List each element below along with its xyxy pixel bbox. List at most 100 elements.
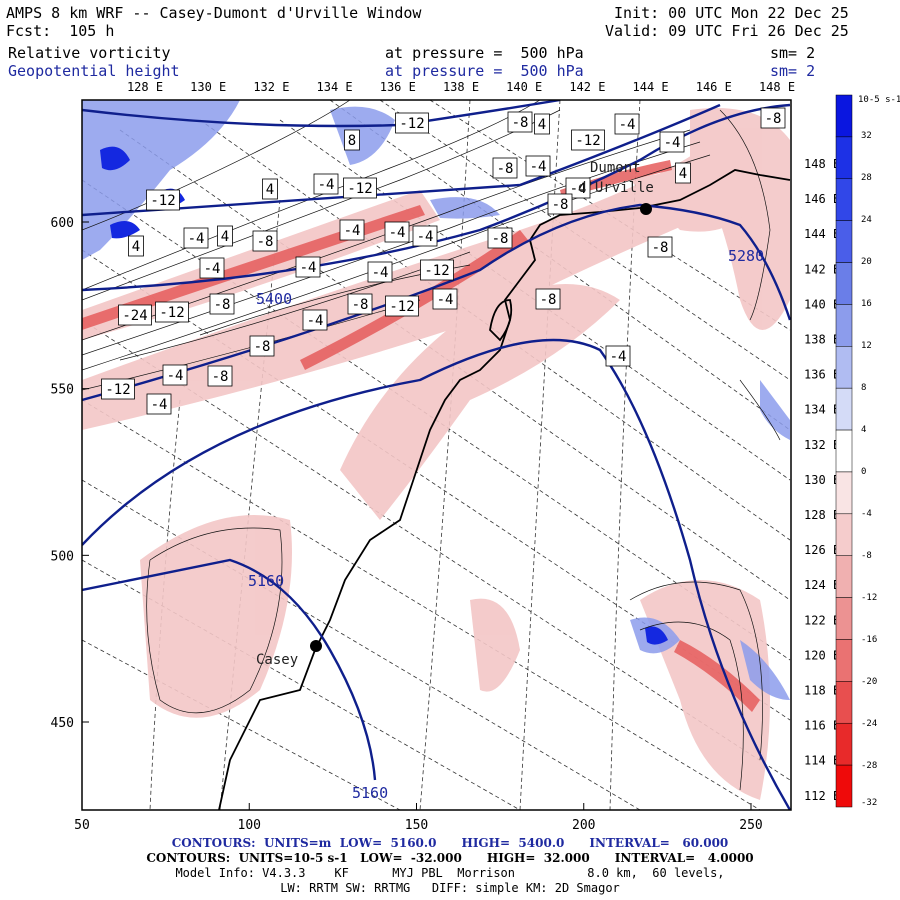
vorticity-label-box	[605, 345, 631, 367]
right-lon-label: 136 E	[804, 368, 840, 382]
y-tick-label: 550	[51, 383, 74, 398]
right-lon-label: 130 E	[804, 473, 840, 487]
vorticity-label: -4	[437, 292, 454, 308]
colorbar-swatch	[835, 94, 853, 138]
colorbar-swatch	[835, 387, 853, 431]
height-label: 5160	[248, 572, 284, 590]
top-lon-label: 142 E	[569, 80, 605, 94]
colorbar-swatch	[835, 555, 853, 598]
vorticity-label-box	[412, 225, 438, 247]
colorbar-label: 12	[861, 341, 872, 351]
vorticity-label-box	[535, 288, 561, 310]
vorticity-label-box	[302, 309, 328, 331]
vorticity-label: 4	[132, 239, 140, 255]
valid-time: Valid: 09 UTC Fri 26 Dec 25	[605, 22, 849, 40]
right-lon-label: 112 E	[804, 789, 840, 803]
vorticity-label: -12	[575, 133, 600, 149]
right-lon-label: 120 E	[804, 648, 840, 662]
x-tick-label: 250	[739, 818, 762, 833]
vorticity-label-box	[343, 177, 377, 199]
vorticity-label: -4	[204, 261, 221, 277]
vorticity-label-box	[146, 393, 172, 415]
y-tick-label: 600	[51, 216, 74, 231]
vorticity-label: -12	[150, 193, 175, 209]
x-tick-label: 150	[405, 818, 428, 833]
y-tick-label: 500	[51, 549, 74, 564]
right-lon-label: 116 E	[804, 719, 840, 733]
vorticity-label-box	[367, 261, 393, 283]
vorticity-label-box	[118, 304, 152, 326]
colorbar-swatch	[835, 136, 853, 180]
top-lon-label: 138 E	[443, 80, 479, 94]
vorticity-label-box	[313, 173, 339, 195]
vorticity-label-box	[525, 155, 551, 177]
vorticity-label-box	[432, 288, 458, 310]
colorbar: 32 28 24 20 16 12 8 4 0 -4 -8 -12 -16 -20 -24 -28 -32	[835, 94, 877, 808]
right-lon-label: 124 E	[804, 578, 840, 592]
colorbar-label: 4	[861, 425, 866, 435]
vorticity-label: -12	[389, 299, 414, 315]
top-lon-label: 136 E	[380, 80, 416, 94]
vorticity-label: -4	[530, 159, 547, 175]
vorticity-label: -8	[492, 231, 509, 247]
vorticity-label: -8	[652, 240, 669, 256]
vorticity-label: -4	[307, 313, 324, 329]
right-lon-label: 144 E	[804, 227, 840, 241]
vorticity-label-box	[675, 162, 691, 184]
vorticity-label-box	[262, 178, 278, 200]
x-tick-label: 200	[572, 818, 595, 833]
vorticity-label: -4	[167, 368, 184, 384]
top-lon-label: 132 E	[253, 80, 289, 94]
vorticity-label-box	[347, 293, 373, 315]
right-lon-label: 142 E	[804, 262, 840, 276]
colorbar-label: 20	[861, 257, 872, 267]
right-lon-label: 126 E	[804, 543, 840, 557]
vorticity-label-box	[209, 293, 235, 315]
vorticity-label-box	[507, 111, 533, 133]
vorticity-label: -4	[372, 265, 389, 281]
vorticity-label-box	[199, 257, 225, 279]
vorticity-label-box	[385, 295, 419, 317]
colorbar-label: 32	[861, 131, 872, 141]
forecast-hour: Fcst: 105 h	[6, 22, 115, 40]
vorticity-label-box	[647, 236, 673, 258]
vorticity-label-box	[492, 157, 518, 179]
vorticity-label: -8	[540, 292, 557, 308]
colorbar-label: 8	[861, 383, 866, 393]
vorticity-label: -4	[619, 117, 636, 133]
colorbar-swatch	[835, 681, 853, 724]
top-lon-label: 148 E	[759, 80, 795, 94]
vorticity-label: -4	[389, 225, 406, 241]
vorticity-label: -12	[159, 305, 184, 321]
right-lon-label: 132 E	[804, 438, 840, 452]
colorbar-label: -24	[861, 719, 877, 729]
vorticity-label: 4	[221, 229, 229, 245]
colorbar-swatch	[835, 262, 853, 305]
station-name-line2: d'Urville	[578, 180, 654, 196]
colorbar-label: -32	[861, 798, 877, 808]
right-lon-label: 148 E	[804, 157, 840, 171]
vorticity-label: -8	[497, 161, 514, 177]
height-label: 5400	[256, 290, 292, 308]
station-dumont: Dumont d'Urville	[578, 160, 654, 215]
vorticity-label-box	[146, 189, 180, 211]
vorticity-label: -12	[399, 116, 424, 132]
station-name: Dumont	[590, 160, 641, 176]
colorbar-label: -12	[861, 593, 877, 603]
vorticity-label: -4	[417, 229, 434, 245]
vorticity-label-box	[420, 259, 454, 281]
vorticity-label: -4	[318, 177, 335, 193]
vorticity-label-box	[344, 129, 360, 151]
right-lon-label: 134 E	[804, 403, 840, 417]
vorticity-label-box	[571, 129, 605, 151]
vorticity-label-box	[534, 113, 550, 135]
vorticity-label-box	[162, 364, 188, 386]
station-name: Casey	[256, 652, 298, 668]
colorbar-unit: 10-5 s-1	[858, 95, 900, 105]
colorbar-swatch	[835, 722, 853, 766]
vorticity-label: 4	[266, 182, 274, 198]
vorticity-label: -12	[424, 263, 449, 279]
right-lon-label: 140 E	[804, 297, 840, 311]
station-marker	[640, 203, 652, 215]
station-casey: Casey	[256, 640, 322, 668]
